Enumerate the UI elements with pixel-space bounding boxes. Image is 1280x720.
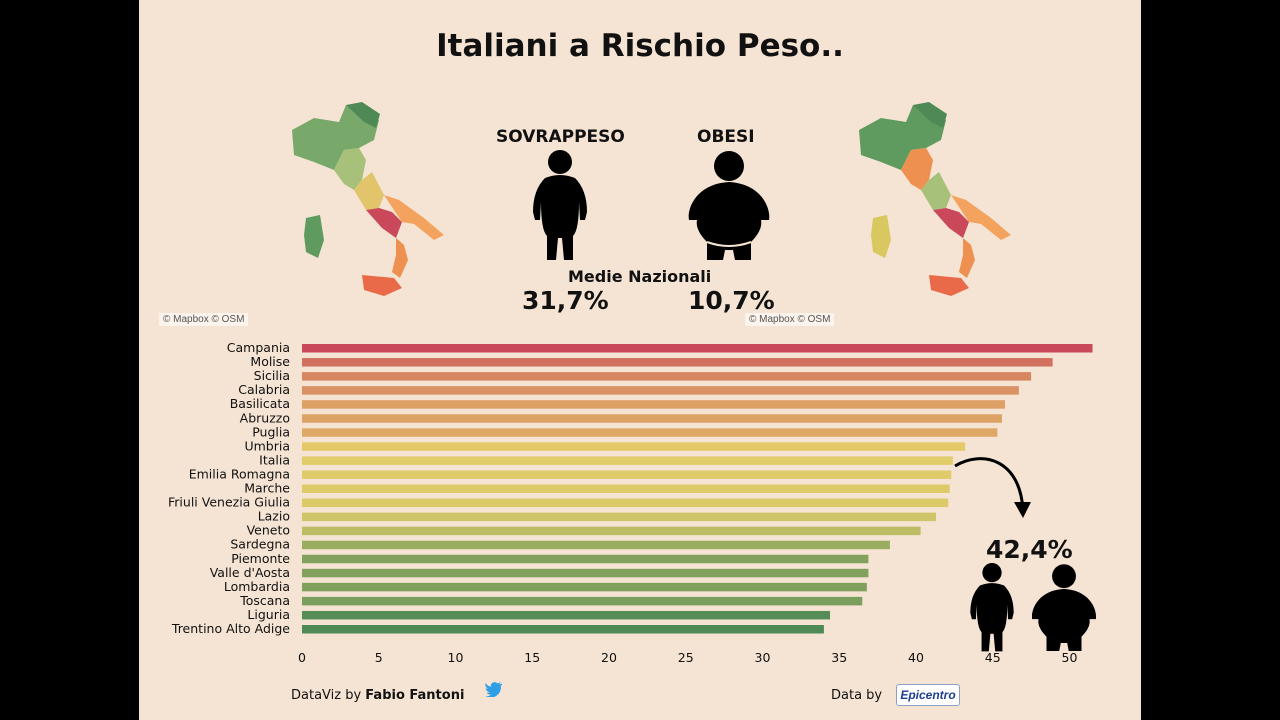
category-label: Abruzzo <box>240 410 290 425</box>
bar-campania <box>302 344 1093 353</box>
category-label: Friuli Venezia Giulia <box>168 495 290 510</box>
x-tick-label: 15 <box>524 650 540 665</box>
bar-lazio <box>302 512 936 522</box>
bar-trentino-alto-adige <box>302 625 824 634</box>
epicentro-logo-text: Epicentro <box>900 688 956 702</box>
category-label: Molise <box>250 354 290 369</box>
x-tick-label: 25 <box>678 650 694 665</box>
callout-overweight-person-icon <box>970 563 1014 652</box>
x-tick-label: 40 <box>908 650 924 665</box>
x-tick-label: 45 <box>985 650 1001 665</box>
category-label: Valle d'Aosta <box>210 565 290 580</box>
map-sardinia-region <box>304 215 324 258</box>
bar-umbria <box>302 442 966 451</box>
category-label: Veneto <box>247 523 290 538</box>
map-northeast-region <box>346 102 380 128</box>
map-sicily-region <box>362 275 402 296</box>
bar-basilicata <box>302 400 1006 409</box>
category-label: Lazio <box>258 509 290 524</box>
bar-abruzzo <box>302 414 1002 423</box>
national-average-label: Medie Nazionali <box>568 267 712 286</box>
bar-toscana <box>302 596 863 606</box>
category-label: Umbria <box>244 438 290 453</box>
obese-person-icon <box>688 151 770 260</box>
map-sardinia-region <box>871 215 891 258</box>
x-tick-label: 5 <box>375 650 383 665</box>
italy-map-obese <box>859 102 1011 296</box>
category-label: Sicilia <box>254 368 290 383</box>
x-tick-label: 10 <box>448 650 464 665</box>
footer-data-by: Data by <box>831 688 883 703</box>
map-center-region <box>921 172 951 210</box>
obese-value: 10,7% <box>688 286 775 315</box>
map-attribution-right: © Mapbox © OSM <box>745 313 835 326</box>
footer-dataviz-prefix: DataViz by <box>291 688 366 703</box>
overweight-value: 31,7% <box>522 286 609 315</box>
category-label: Piemonte <box>231 551 290 566</box>
map-northeast-region <box>913 102 947 128</box>
footer-credit: DataViz by Fabio Fantoni <box>291 688 464 703</box>
footer-author: Fabio Fantoni <box>365 688 465 703</box>
category-label: Toscana <box>239 593 290 608</box>
bar-italia <box>302 456 953 465</box>
bar-veneto <box>302 526 921 536</box>
bar-piemonte <box>302 554 869 564</box>
chart-title: Italiani a Rischio Peso.. <box>436 28 844 64</box>
x-tick-label: 20 <box>601 650 617 665</box>
callout-value: 42,4% <box>986 535 1073 564</box>
category-label: Lombardia <box>224 579 290 594</box>
bar-molise <box>302 358 1053 367</box>
x-tick-label: 0 <box>298 650 306 665</box>
category-label: Sardegna <box>230 537 290 552</box>
obese-label: OBESI <box>697 127 755 147</box>
bar-lombardia <box>302 582 867 592</box>
map-north-region <box>859 105 946 170</box>
bar-valle-d-aosta <box>302 568 869 578</box>
map-attribution-left: © Mapbox © OSM <box>159 313 249 326</box>
callout-arrow <box>954 457 1031 518</box>
map-south-region <box>933 208 969 238</box>
bar-friuli-venezia-giulia <box>302 498 949 508</box>
map-sicily-region <box>929 275 969 296</box>
map-calabria-region <box>392 238 408 278</box>
map-puglia-region <box>384 195 444 240</box>
map-center-region <box>354 172 384 210</box>
category-label: Emilia Romagna <box>189 466 290 481</box>
map-south-region <box>366 208 402 238</box>
bar-marche <box>302 484 950 493</box>
category-label: Basilicata <box>230 396 290 411</box>
epicentro-logo[interactable]: Epicentro <box>896 684 960 706</box>
map-central-region <box>901 148 933 190</box>
category-label: Italia <box>259 452 290 467</box>
bar-puglia <box>302 428 998 437</box>
category-label: Puglia <box>252 424 290 439</box>
map-calabria-region <box>959 238 975 278</box>
overweight-label: SOVRAPPESO <box>496 127 625 147</box>
category-label: Liguria <box>247 607 290 622</box>
callout-obese-person-icon <box>1031 564 1097 651</box>
overweight-person-icon <box>533 150 587 260</box>
bar-emilia-romagna <box>302 470 952 479</box>
map-north-region <box>292 105 379 170</box>
bar-calabria <box>302 386 1019 395</box>
italy-map-overweight <box>292 102 444 296</box>
category-label: Calabria <box>238 382 290 397</box>
bar-sicilia <box>302 372 1032 381</box>
bar-sardegna <box>302 540 890 550</box>
category-label: Campania <box>227 340 290 355</box>
x-tick-label: 50 <box>1062 650 1078 665</box>
twitter-icon[interactable] <box>485 682 503 697</box>
infographic-panel: Italiani a Rischio Peso.. © Mapbox © OSM… <box>139 0 1141 720</box>
x-tick-label: 30 <box>755 650 771 665</box>
bar-liguria <box>302 610 831 620</box>
map-central-region <box>334 148 366 190</box>
bar-chart: CampaniaMoliseSiciliaCalabriaBasilicataA… <box>168 340 1093 665</box>
x-tick-label: 35 <box>831 650 847 665</box>
category-label: Trentino Alto Adige <box>171 621 290 636</box>
category-label: Marche <box>244 481 290 496</box>
map-puglia-region <box>951 195 1011 240</box>
